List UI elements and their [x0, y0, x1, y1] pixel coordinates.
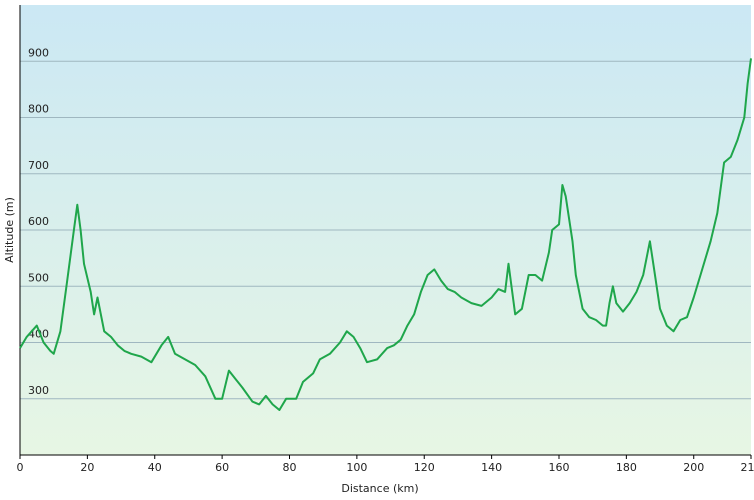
x-tick-label: 20 [80, 461, 94, 474]
x-tick-label: 160 [548, 461, 569, 474]
x-tick-label: 180 [616, 461, 637, 474]
y-tick-label: 600 [28, 215, 49, 228]
x-tick-label: 80 [282, 461, 296, 474]
x-tick-label: 60 [215, 461, 229, 474]
x-tick-label: 200 [683, 461, 704, 474]
y-tick-label: 700 [28, 159, 49, 172]
x-tick-label: 217 [741, 461, 754, 474]
x-tick-label: 140 [481, 461, 502, 474]
y-tick-label: 300 [28, 384, 49, 397]
y-tick-label: 500 [28, 271, 49, 284]
x-tick-label: 0 [17, 461, 24, 474]
y-tick-label: 800 [28, 103, 49, 116]
x-tick-label: 120 [414, 461, 435, 474]
y-tick-label: 900 [28, 46, 49, 59]
y-axis-label: Altitude (m) [3, 197, 16, 263]
altitude-line [19, 58, 752, 411]
x-tick-label: 40 [148, 461, 162, 474]
x-axis-label: Distance (km) [341, 482, 418, 495]
x-tick-label: 100 [346, 461, 367, 474]
